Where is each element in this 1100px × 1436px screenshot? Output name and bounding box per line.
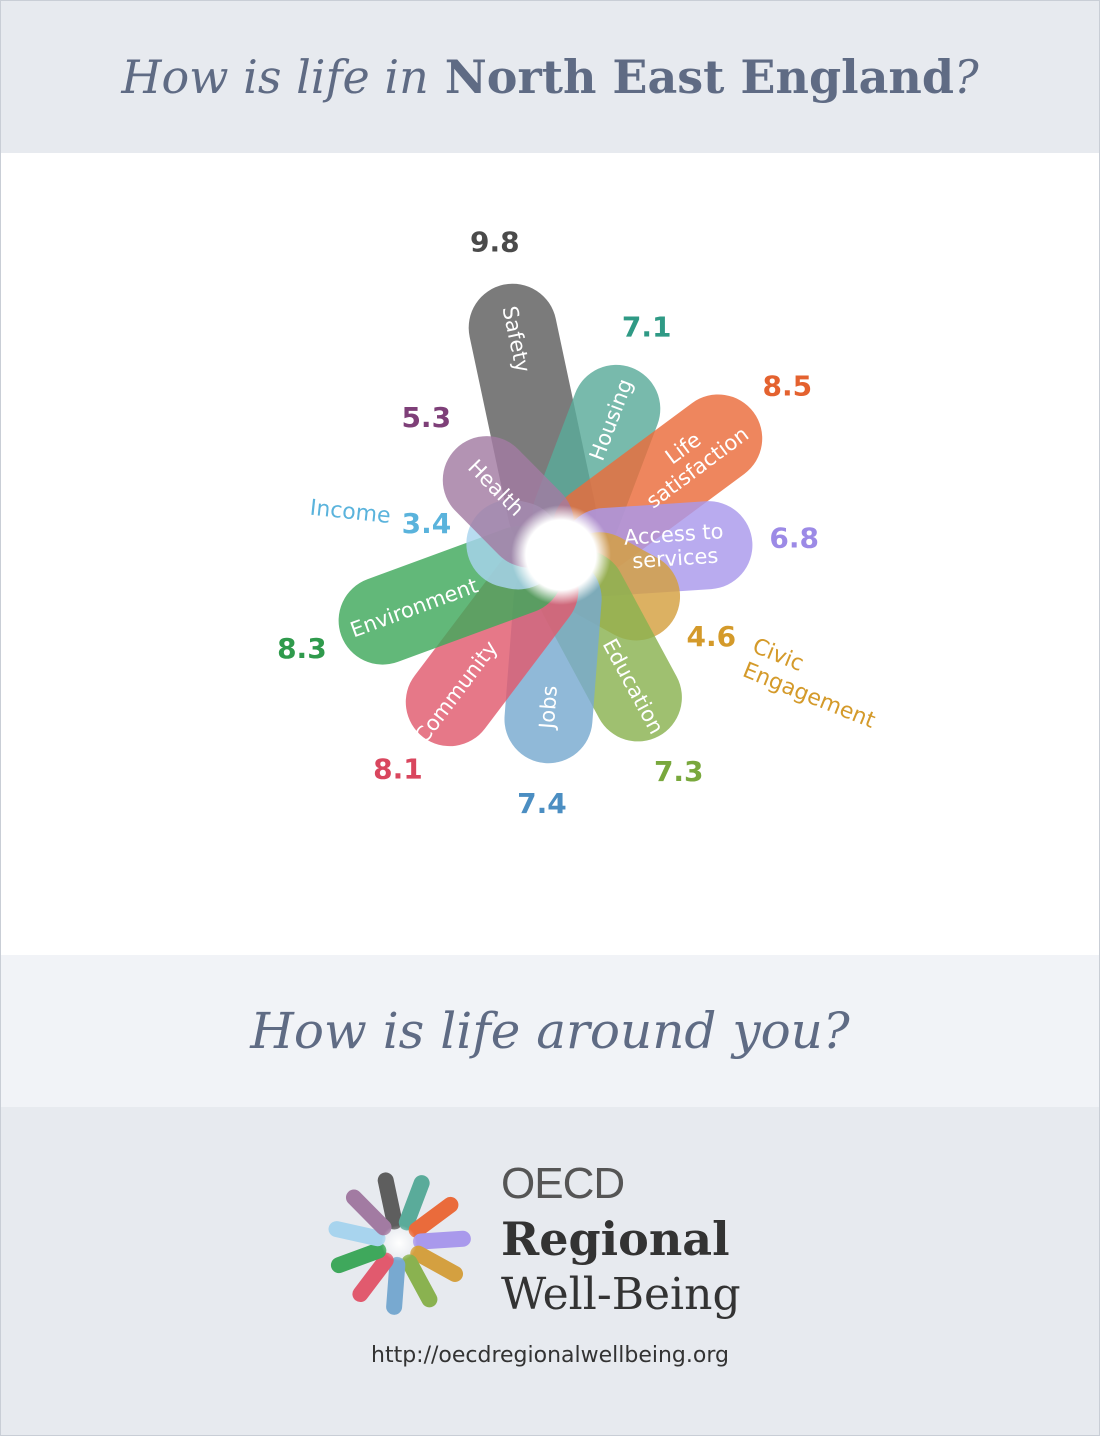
value-label-community: 8.1 xyxy=(373,753,423,786)
question-band: How is life around you? xyxy=(1,955,1099,1107)
logo-petal-income xyxy=(328,1221,386,1247)
logo-petals xyxy=(328,1172,471,1315)
outside-label-income: Income xyxy=(309,496,392,529)
value-label-civic-engagement: 4.6 xyxy=(687,620,737,653)
logo-petal-jobs xyxy=(386,1256,406,1315)
logo-petal-civic-engagement xyxy=(410,1245,464,1282)
value-labels: 9.8 7.1 8.5 6.8 4.6 7.3 7.4 8.1 8.3 3.4 5.3 xyxy=(277,226,819,820)
value-label-environment: 8.3 xyxy=(277,632,327,665)
logo-petal-environment xyxy=(330,1242,387,1274)
chart-area: Safety Housing Lifesatisfaction Access tose… xyxy=(1,153,1099,955)
footer: OECD Regional Well-Being http://oecdregi… xyxy=(1,1107,1099,1435)
value-label-income: 3.4 xyxy=(402,507,452,540)
value-label-life-satisfaction: 8.5 xyxy=(763,369,813,402)
brand-wellbeing: Well-Being xyxy=(501,1269,741,1320)
brand-regional: Regional xyxy=(501,1212,730,1266)
logo-petal-access-to-services xyxy=(412,1230,471,1250)
center-glow xyxy=(511,505,611,605)
logo-petal-health xyxy=(345,1189,392,1236)
logo-petal-housing xyxy=(398,1175,430,1231)
page-title: How is life in North East England? xyxy=(121,50,978,104)
header: How is life in North East England? xyxy=(1,1,1099,153)
value-label-housing: 7.1 xyxy=(622,310,672,343)
value-label-jobs: 7.4 xyxy=(517,787,567,820)
outside-label-civic-engagement: CivicEngagement xyxy=(739,634,889,734)
petal-label-jobs: Jobs xyxy=(535,685,562,732)
value-label-access-to-services: 6.8 xyxy=(769,521,819,554)
logo-petal-safety xyxy=(377,1172,403,1230)
logo-petal-education xyxy=(401,1254,438,1308)
logo-center-glow xyxy=(381,1225,417,1261)
logo-petal-life-satisfaction xyxy=(408,1196,459,1238)
website-url: http://oecdregionalwellbeing.org xyxy=(371,1343,729,1368)
title-region: North East England xyxy=(444,50,954,104)
title-prefix: How is life in xyxy=(121,50,429,104)
logo-petal-community xyxy=(352,1252,394,1303)
title-suffix: ? xyxy=(954,50,979,104)
value-label-safety: 9.8 xyxy=(470,226,520,259)
brand-oecd: OECD xyxy=(501,1159,625,1208)
brand-wordmark: OECD Regional Well-Being xyxy=(501,1157,741,1323)
value-label-education: 7.3 xyxy=(654,755,704,788)
question-text: How is life around you? xyxy=(250,1002,850,1060)
value-label-health: 5.3 xyxy=(401,401,451,434)
oecd-wellbeing-logo-icon xyxy=(328,1172,471,1315)
petal-label-access-to-services: Access toservices xyxy=(623,519,726,574)
